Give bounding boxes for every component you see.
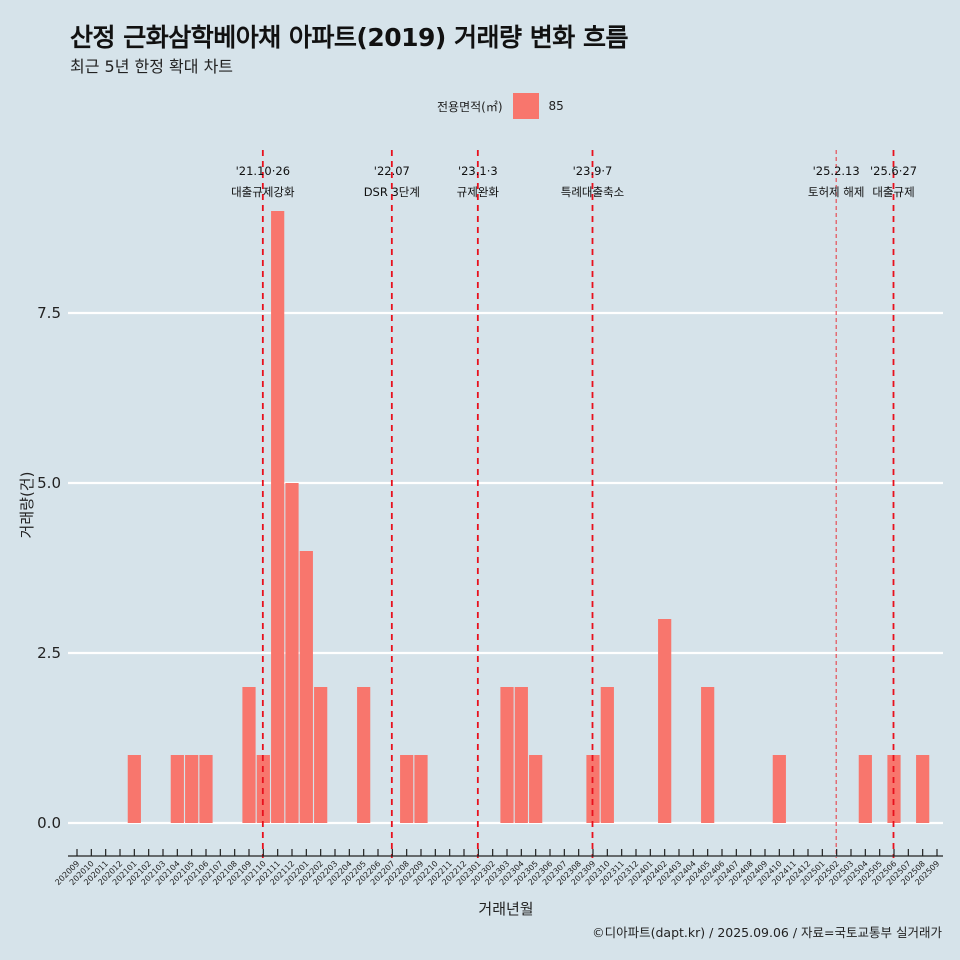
event-label-202309: 특례대출축소	[561, 185, 624, 199]
bar-202104	[170, 755, 184, 823]
chart-subtitle: 최근 5년 한정 확대 차트	[70, 57, 234, 76]
bar-202504	[858, 755, 872, 823]
bar-202410	[772, 755, 786, 823]
bar-202209	[414, 755, 428, 823]
bars	[127, 211, 930, 823]
bar-202101	[127, 755, 141, 823]
bar-202305	[529, 755, 543, 823]
bar-202310	[600, 687, 614, 823]
event-label-202506: 대출규제	[872, 185, 914, 199]
legend-key-85	[512, 93, 539, 119]
x-axis-label: 거래년월	[478, 900, 533, 918]
event-date-202207: '22.07	[374, 164, 410, 178]
bar-202405	[701, 687, 715, 823]
event-annotations: '21.10·26 대출규제강화 '22.07 DSR 3단계 '23.1·3 규제완화 '…	[231, 164, 917, 199]
bar-202201	[299, 551, 313, 823]
bar-202111	[271, 211, 285, 823]
bar-202303	[500, 687, 514, 823]
bar-202205	[357, 687, 371, 823]
y-tick-label: 2.5	[37, 644, 61, 662]
y-tick-label: 7.5	[37, 304, 61, 322]
event-label-202110: 대출규제강화	[231, 185, 295, 199]
event-date-202502: '25.2.13	[813, 164, 860, 178]
chart-title: 산정 근화삼학베아채 아파트(2019) 거래량 변화 흐름	[70, 23, 628, 52]
y-axis-label: 거래량(건)	[18, 472, 36, 539]
bar-202109	[242, 687, 256, 823]
event-label-202207: DSR 3단계	[364, 185, 420, 199]
y-tick-label: 0.0	[37, 814, 61, 832]
bar-202402	[658, 619, 672, 823]
bar-202106	[199, 755, 213, 823]
event-date-202110: '21.10·26	[236, 164, 290, 178]
event-date-202309: '23.9·7	[573, 164, 613, 178]
bar-202508	[916, 755, 930, 823]
y-axis-ticks: 0.0 2.5 5.0 7.5	[37, 304, 61, 832]
event-date-202506: '25.6·27	[870, 164, 917, 178]
x-axis: 2020092020102020112020122021012021022021…	[53, 849, 943, 887]
event-label-202502: 토허제 해제	[808, 185, 865, 199]
bar-202208	[400, 755, 414, 823]
bar-202112	[285, 483, 299, 823]
source-caption: ©디아파트(dapt.kr) / 2025.09.06 / 자료=국토교통부 실…	[592, 925, 942, 940]
legend-label-85: 85	[548, 99, 564, 113]
y-tick-label: 5.0	[37, 474, 61, 492]
bar-202202	[314, 687, 328, 823]
gridlines	[68, 311, 943, 825]
legend-title: 전용면적(㎡)	[437, 99, 503, 114]
bar-202105	[185, 755, 199, 823]
event-lines	[261, 150, 895, 858]
event-label-202301: 규제완화	[457, 185, 500, 199]
bar-202304	[514, 687, 528, 823]
legend: 전용면적(㎡) 85	[437, 93, 564, 119]
event-date-202301: '23.1·3	[458, 164, 498, 178]
